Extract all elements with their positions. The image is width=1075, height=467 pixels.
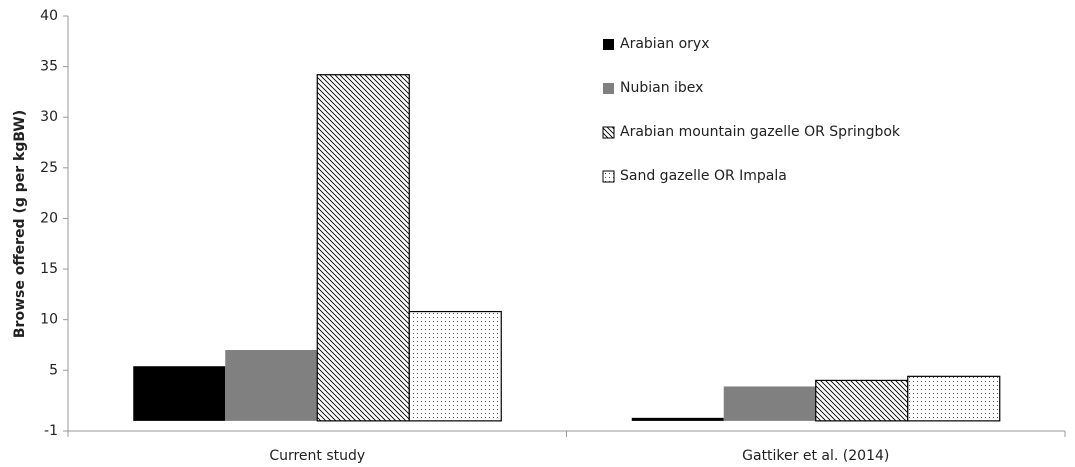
x-tick-label: Gattiker et al. (2014) (742, 448, 889, 464)
y-tick-label: 25 (40, 160, 58, 176)
legend-label: Nubian ibex (620, 80, 703, 96)
y-tick-label: 10 (40, 312, 58, 328)
legend-label: Arabian mountain gazelle OR Springbok (620, 124, 901, 140)
y-tick-label: 35 (40, 59, 58, 75)
bar (316, 74, 410, 422)
bar (907, 375, 1001, 422)
bar (408, 310, 502, 422)
y-axis-title: Browse offered (g per kgBW) (12, 110, 28, 338)
y-tick-label: 5 (49, 362, 58, 378)
legend-swatch (602, 170, 615, 183)
bar (631, 417, 724, 421)
x-tick-label: Current study (269, 448, 365, 464)
legend-label: Arabian oryx (620, 36, 709, 52)
bar (723, 386, 816, 421)
legend-swatch (603, 39, 614, 50)
legend-label: Sand gazelle OR Impala (620, 168, 787, 184)
y-tick-label: 20 (40, 210, 58, 226)
legend-swatch (602, 126, 615, 139)
legend-swatch (603, 83, 614, 94)
y-tick-label: 30 (40, 109, 58, 125)
y-tick-label: 15 (40, 261, 58, 277)
y-tick-label: 40 (40, 8, 58, 24)
bar (133, 366, 226, 421)
bar (815, 379, 909, 422)
y-tick-label: -1 (44, 423, 58, 439)
bar (225, 350, 318, 421)
